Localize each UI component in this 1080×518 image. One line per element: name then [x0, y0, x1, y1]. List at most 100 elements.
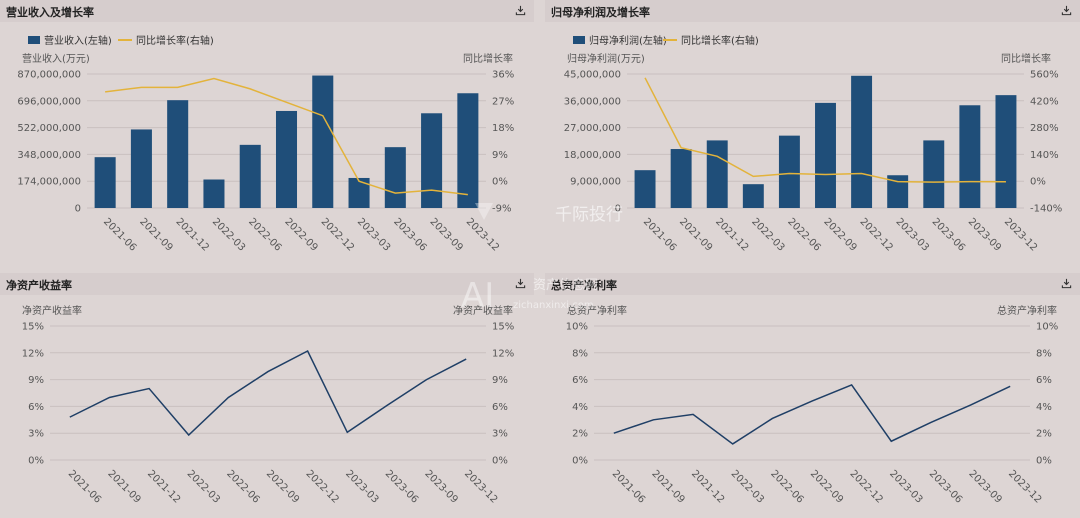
x-tick-label: 2022-12: [848, 468, 885, 505]
y-axis-title-left: 总资产净利率: [567, 304, 627, 317]
y-tick-right: 6%: [492, 402, 508, 413]
y-tick-left: 0%: [572, 456, 588, 467]
x-tick-label: 2021-09: [137, 216, 174, 253]
x-tick-label: 2022-12: [304, 468, 341, 505]
panel-title: 归母净利润及增长率: [551, 6, 650, 19]
y-tick-left: 522,000,000: [17, 123, 81, 134]
legend-swatch-bar: [28, 36, 40, 44]
download-icon[interactable]: [1061, 5, 1072, 16]
x-tick-label: 2023-03: [887, 468, 924, 505]
y-tick-left: 348,000,000: [17, 150, 81, 161]
x-tick-label: 2023-06: [383, 468, 420, 505]
revenue-chart: 0 -9% 174,000,000 0% 348,000,000 9% 522,000,00…: [17, 34, 514, 254]
y-tick-left: 27,000,000: [564, 123, 621, 134]
x-tick-label: 2021-09: [677, 216, 714, 253]
x-tick-label: 2022-06: [768, 468, 805, 505]
x-tick-label: 2022-06: [246, 216, 283, 253]
bar: [239, 144, 261, 208]
x-tick-label: 2021-12: [713, 216, 750, 253]
y-tick-right: 3%: [492, 429, 508, 440]
x-tick-label: 2022-09: [264, 468, 301, 505]
y-tick-right: 0%: [1036, 456, 1052, 467]
x-tick-label: 2023-03: [894, 216, 931, 253]
x-tick-label: 2022-12: [319, 216, 356, 253]
y-tick-right: 420%: [1030, 96, 1059, 107]
bar: [851, 75, 873, 208]
net-profit-chart: 0 -140% 9,000,000 0% 18,000,000 140% 27,000,00…: [564, 34, 1062, 254]
x-tick-label: 2023-03: [343, 468, 380, 505]
x-tick-label: 2023-09: [422, 468, 459, 505]
y-tick-left: 10%: [566, 322, 588, 333]
x-tick-label: 2022-03: [749, 216, 786, 253]
y-tick-left: 45,000,000: [564, 70, 621, 81]
series-line: [613, 384, 1011, 445]
y-tick-right: 0%: [1030, 177, 1046, 188]
x-tick-label: 2021-06: [101, 216, 138, 253]
y-tick-left: 0%: [28, 456, 44, 467]
download-icon[interactable]: [515, 278, 526, 289]
bar: [94, 157, 116, 208]
x-tick-label: 2021-12: [145, 468, 182, 505]
roe-chart: 0% 0% 3% 3% 6% 6% 9% 9% 12% 12% 15% 15% 净资产收益率 净资产收益率…: [22, 304, 514, 506]
x-tick-label: 2021-12: [174, 216, 211, 253]
panel-header: 总资产净利率: [545, 273, 1080, 295]
download-icon[interactable]: [1061, 278, 1072, 289]
bar: [887, 175, 909, 208]
x-tick-label: 2023-09: [966, 216, 1003, 253]
y-tick-right: 9%: [492, 150, 508, 161]
x-tick-label: 2022-09: [282, 216, 319, 253]
legend-label: 同比增长率(右轴): [681, 34, 759, 47]
y-tick-right: 280%: [1030, 123, 1059, 134]
y-tick-right: 18%: [492, 123, 514, 134]
x-tick-label: 2022-03: [729, 468, 766, 505]
y-tick-left: 6%: [28, 402, 44, 413]
y-tick-right: -140%: [1030, 204, 1062, 215]
x-tick-label: 2021-06: [610, 468, 647, 505]
y-tick-left: 18,000,000: [564, 150, 621, 161]
x-tick-label: 2023-12: [1006, 468, 1043, 505]
bar: [203, 179, 225, 208]
panel-title: 净资产收益率: [6, 279, 72, 292]
y-axis-title-left: 净资产收益率: [22, 304, 82, 317]
x-tick-label: 2022-06: [224, 468, 261, 505]
y-axis-title-right: 总资产净利率: [997, 304, 1057, 317]
bar: [167, 100, 189, 208]
y-tick-right: 140%: [1030, 150, 1059, 161]
x-tick-label: 2021-06: [641, 216, 678, 253]
panel-roa: 总资产净利率 0% 0% 2% 2% 4% 4% 6% 6% 8% 8% 10% 10% 总资产净利率总…: [545, 273, 1080, 518]
panel-net-profit: 归母净利润及增长率 0 -140% 9,000,000 0% 18,000,000 140…: [545, 0, 1080, 264]
bar: [312, 75, 334, 209]
y-tick-right: 2%: [1036, 429, 1052, 440]
x-tick-label: 2023-06: [927, 468, 964, 505]
y-axis-title-right: 同比增长率: [463, 52, 513, 65]
bar: [275, 110, 298, 208]
y-tick-right: 0%: [492, 177, 508, 188]
bar: [923, 140, 945, 208]
bar: [348, 177, 370, 208]
y-tick-right: 560%: [1030, 70, 1059, 81]
panel-roe: 净资产收益率 0% 0% 3% 3% 6% 6% 9% 9% 12% 12% 15% 15% 净资产收益…: [0, 273, 534, 518]
legend-label: 同比增长率(右轴): [136, 34, 214, 47]
bar: [670, 149, 692, 208]
y-tick-left: 12%: [22, 348, 44, 359]
panel-header: 营业收入及增长率: [0, 0, 534, 22]
y-tick-right: 15%: [492, 322, 514, 333]
series-line: [69, 349, 467, 437]
x-tick-label: 2022-03: [185, 468, 222, 505]
x-tick-label: 2023-06: [930, 216, 967, 253]
y-tick-left: 6%: [572, 375, 588, 386]
bar: [815, 102, 836, 208]
y-tick-left: 8%: [572, 348, 588, 359]
series-line: [644, 77, 1006, 183]
bar: [421, 113, 443, 208]
panel-title: 总资产净利率: [551, 279, 617, 292]
y-tick-right: 6%: [1036, 375, 1052, 386]
x-tick-label: 2023-09: [427, 216, 464, 253]
y-tick-left: 870,000,000: [17, 70, 81, 81]
bar: [959, 105, 981, 208]
panel-header: 净资产收益率: [0, 273, 534, 295]
x-tick-label: 2022-09: [821, 216, 858, 253]
download-icon[interactable]: [515, 5, 526, 16]
y-tick-left: 9%: [28, 375, 44, 386]
y-tick-right: -9%: [492, 204, 511, 215]
